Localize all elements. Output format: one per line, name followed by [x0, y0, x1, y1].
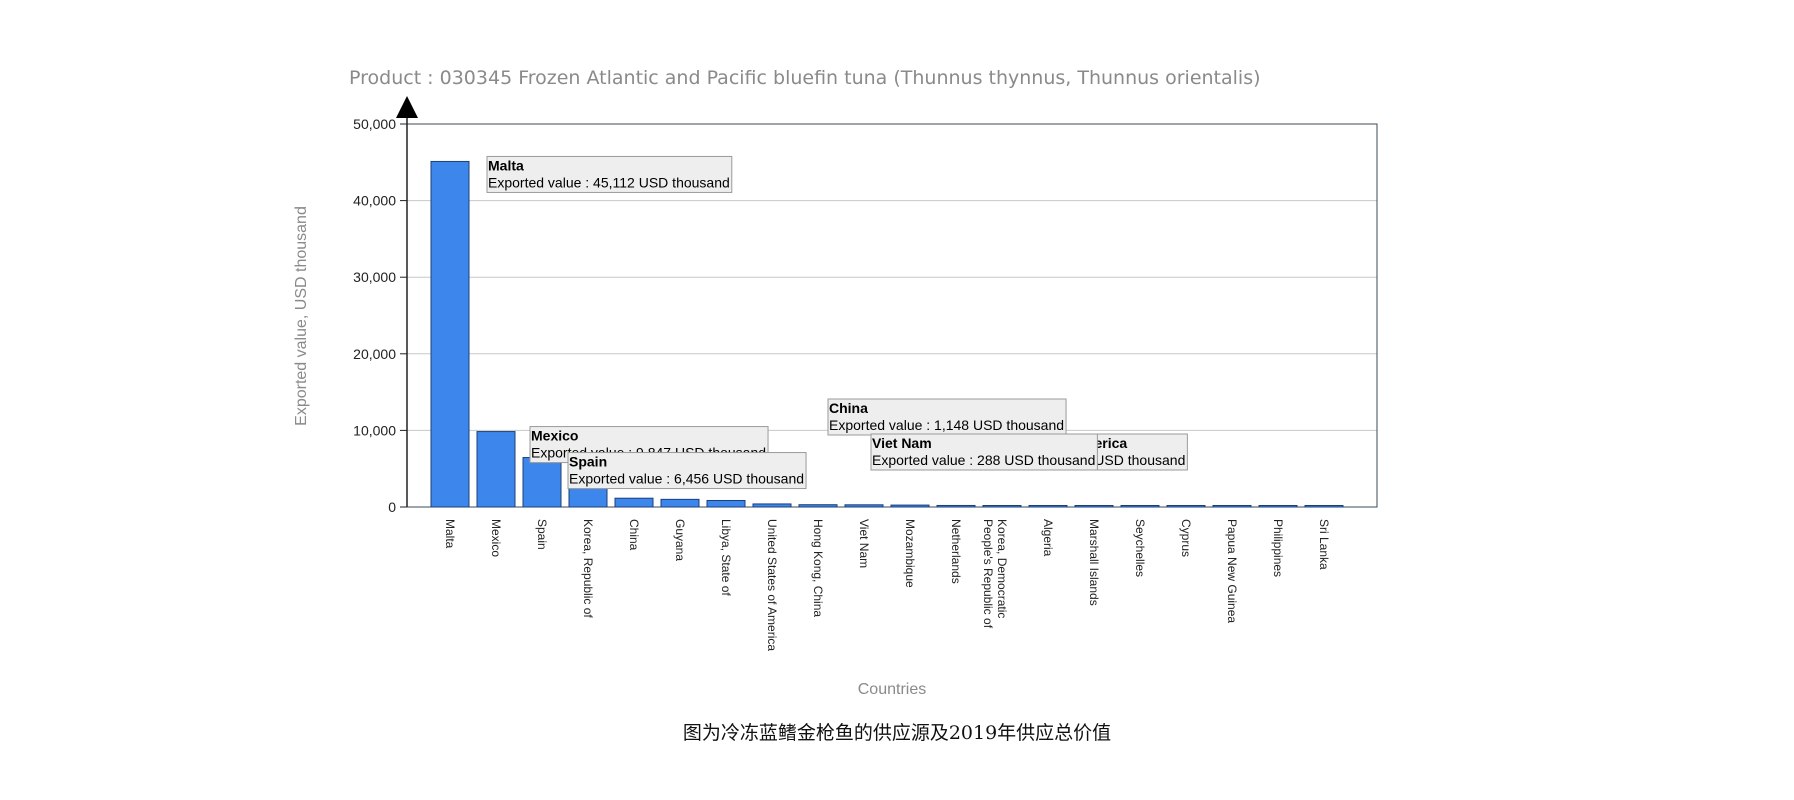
x-tick-label: Cyprus [1179, 519, 1193, 557]
tooltip-country: China [829, 400, 868, 416]
bar [798, 504, 838, 508]
bar [1258, 505, 1298, 508]
tooltip-value: Exported value : 6,456 USD thousand [569, 471, 804, 487]
bar [890, 504, 930, 508]
tooltip-country: Malta [488, 157, 524, 173]
x-tick-label: Spain [535, 519, 549, 550]
y-tick-label: 10,000 [353, 422, 396, 438]
bar [936, 504, 976, 508]
tooltip-value: Exported value : 1,148 USD thousand [829, 417, 1064, 433]
x-tick-label: Mozambique [903, 519, 917, 588]
tooltip-country: Viet Nam [872, 435, 932, 451]
x-tick-label: Viet Nam [857, 519, 871, 568]
x-tick-label: Mexico [489, 519, 503, 557]
x-tick-label: Papua New Guinea [1225, 519, 1239, 623]
y-tick-label: 30,000 [353, 269, 396, 285]
tooltip-country: Spain [569, 454, 607, 470]
x-tick-label: United States of America [765, 519, 779, 651]
x-tick-label: Sri Lanka [1317, 519, 1331, 570]
x-tick-label: Malta [443, 519, 457, 549]
bar [1166, 505, 1206, 508]
bar [1028, 505, 1068, 508]
bar [1074, 505, 1114, 508]
bar [660, 498, 700, 508]
bar [1212, 505, 1252, 508]
x-tick-label: Korea, DemocraticPeople's Republic of [981, 519, 1009, 629]
y-tick-label: 0 [388, 499, 396, 515]
x-tick-label: Libya, State of [719, 519, 733, 596]
bar [430, 160, 470, 508]
tooltip-country: Mexico [531, 428, 578, 444]
y-tick-label: 50,000 [353, 116, 396, 132]
x-tick-label: Hong Kong, China [811, 519, 825, 617]
y-axis-title: Exported value, USD thousand [293, 206, 310, 426]
bar [706, 499, 746, 508]
bar [1304, 505, 1344, 508]
x-axis-title: Countries [858, 681, 926, 698]
x-tick-label: Philippines [1271, 519, 1285, 577]
y-axis-ticks: 0 10,000 20,000 30,000 40,000 50,000 [353, 116, 407, 515]
x-tick-label: Algeria [1041, 519, 1055, 557]
y-tick-label: 20,000 [353, 346, 396, 362]
tooltip-value: Exported value : 288 USD thousand [872, 452, 1095, 468]
bar [476, 431, 516, 508]
bar [614, 497, 654, 508]
x-tick-label: Korea, Republic of [581, 519, 595, 618]
bars [430, 160, 1344, 508]
x-tick-label: Seychelles [1133, 519, 1147, 577]
bar [522, 457, 562, 508]
tooltip-value: Exported value : 45,112 USD thousand [488, 174, 730, 190]
x-tick-label: China [627, 519, 641, 551]
bar [844, 504, 884, 508]
bar [1120, 505, 1160, 508]
y-tick-label: 40,000 [353, 193, 396, 209]
y-axis-arrow-icon [396, 96, 418, 118]
x-axis-ticks: Malta Mexico Spain Korea, Republic of China G… [443, 519, 1331, 651]
x-tick-label: Marshall Islands [1087, 519, 1101, 606]
bar [752, 503, 792, 508]
chart-title: Product : 030345 Frozen Atlantic and Pac… [349, 67, 1261, 89]
x-tick-label: Netherlands [949, 519, 963, 584]
figure-caption: 图为冷冻蓝鳍金枪鱼的供应源及2019年供应总价值 [682, 722, 1112, 744]
bar [982, 505, 1022, 508]
x-tick-label: Guyana [673, 519, 687, 561]
